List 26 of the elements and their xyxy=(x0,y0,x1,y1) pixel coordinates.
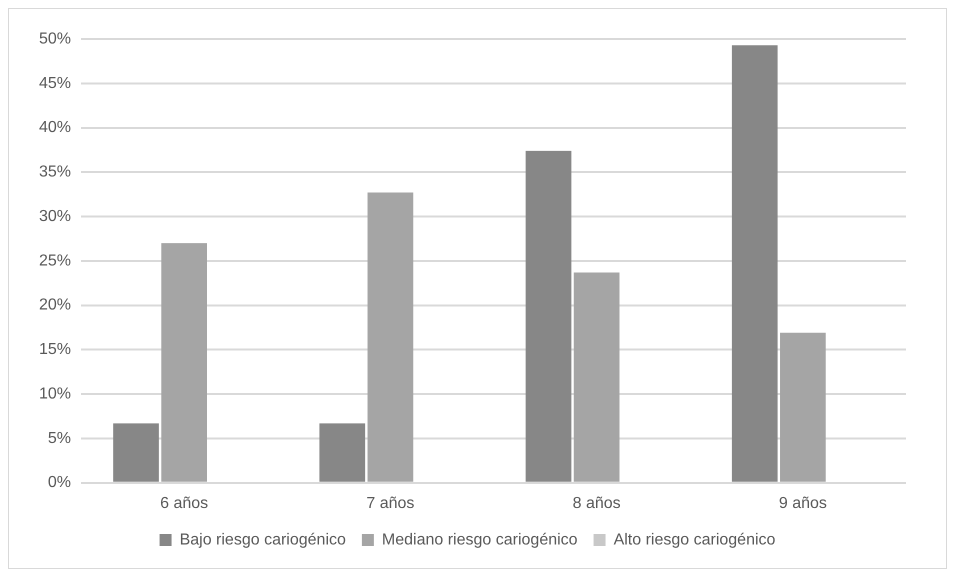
y-tick-label: 15% xyxy=(38,341,72,358)
bar xyxy=(732,45,778,482)
y-tick-label: 35% xyxy=(38,164,72,181)
legend-label: Bajo riesgo cariogénico xyxy=(180,531,346,548)
x-tick-label: 9 años xyxy=(778,494,827,512)
bar xyxy=(526,150,572,482)
legend-label: Alto riesgo cariogénico xyxy=(614,531,776,548)
bar xyxy=(574,272,620,482)
y-tick-label: 30% xyxy=(38,208,72,225)
bar xyxy=(368,192,414,482)
y-tick-label: 5% xyxy=(48,430,72,447)
y-tick-label: 45% xyxy=(38,74,72,92)
legend-label: Mediano riesgo cariogénico xyxy=(382,531,578,548)
x-tick-label: 8 años xyxy=(572,494,621,512)
y-tick-label: 25% xyxy=(38,252,72,270)
bar xyxy=(319,423,366,482)
y-tick-label: 50% xyxy=(38,30,72,48)
x-tick-label: 7 años xyxy=(366,494,414,512)
bar xyxy=(113,423,159,482)
bar xyxy=(780,332,826,482)
bar xyxy=(161,243,208,482)
y-tick-label: 20% xyxy=(38,296,72,314)
y-tick-label: 40% xyxy=(38,119,72,136)
x-tick-label: 6 años xyxy=(160,494,208,512)
y-tick-label: 0% xyxy=(48,474,72,492)
y-tick-label: 10% xyxy=(38,385,72,402)
